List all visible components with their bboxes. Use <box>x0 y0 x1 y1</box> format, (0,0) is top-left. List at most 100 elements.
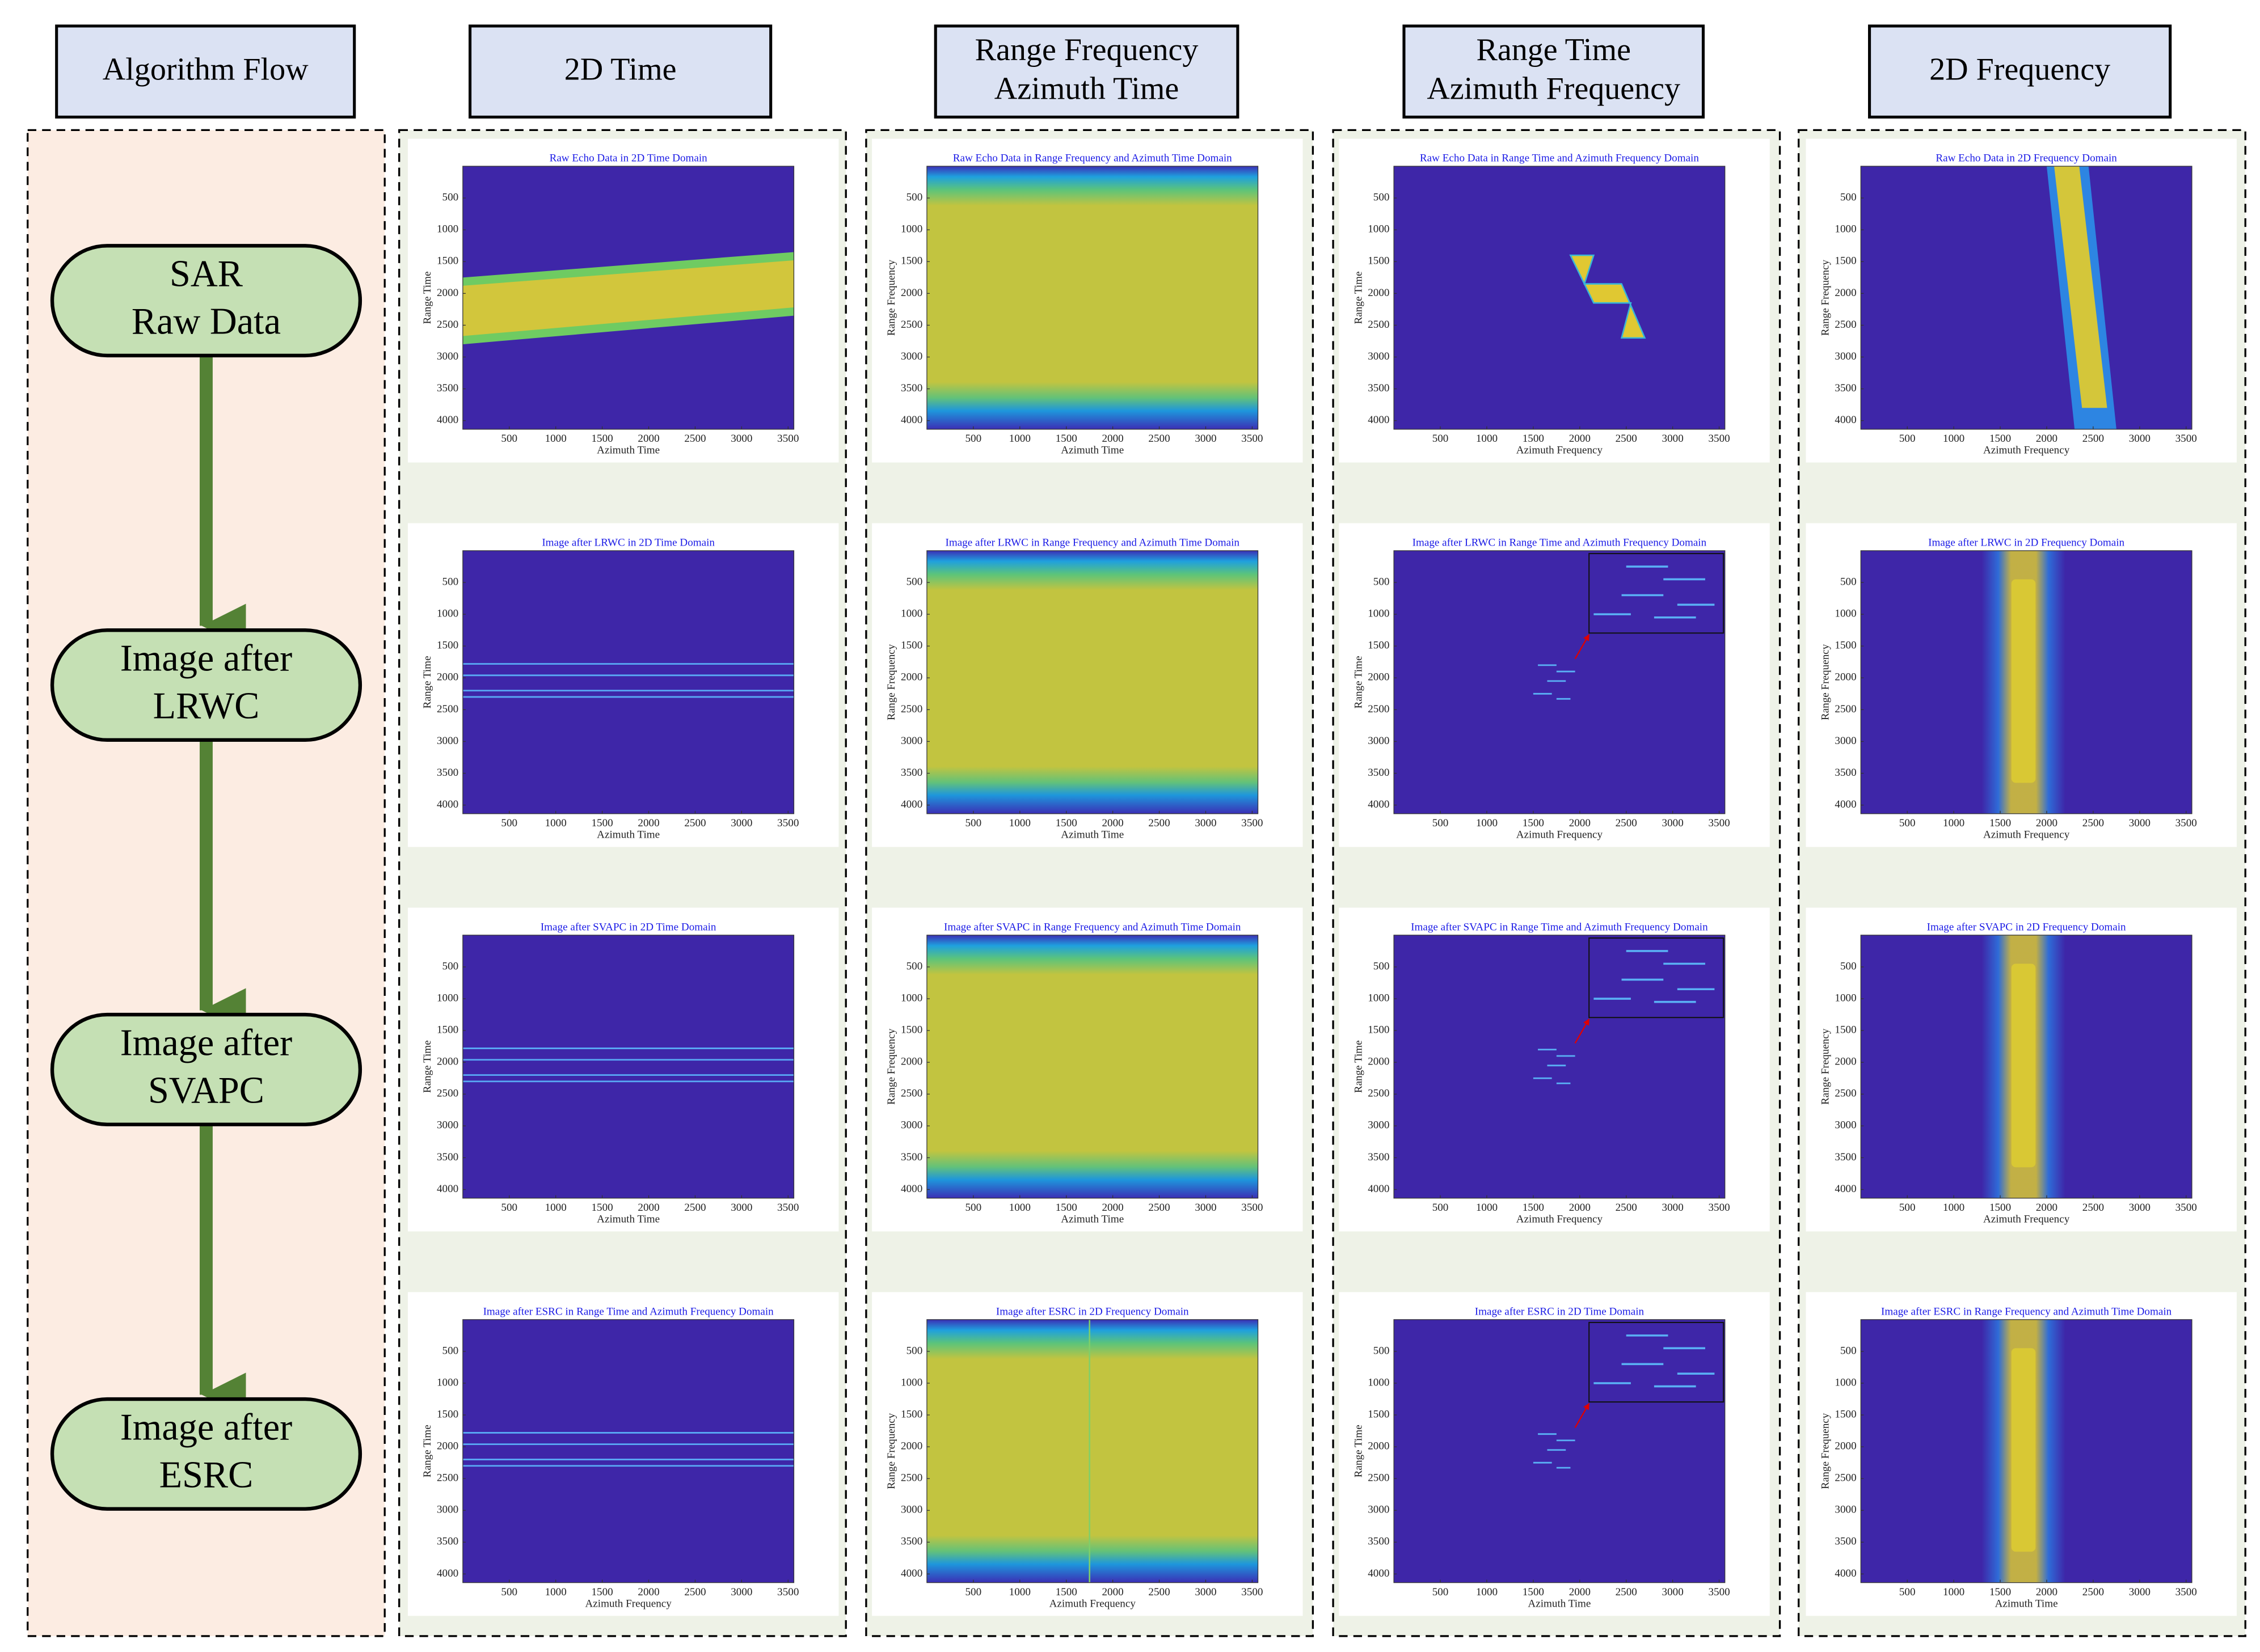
x-axis-label: Azimuth Time <box>597 1213 660 1225</box>
flow-node-text: SAR <box>170 253 243 295</box>
y-tick-label: 1000 <box>901 223 922 235</box>
y-tick-label: 2000 <box>437 287 458 299</box>
x-tick-label: 2000 <box>1102 817 1124 829</box>
plot-image <box>926 166 1258 429</box>
y-axis-label: Range Frequency <box>886 1413 897 1489</box>
plot-image <box>1861 166 2192 429</box>
y-axis-label: Range Time <box>421 1040 433 1093</box>
x-tick-label: 2500 <box>1616 1202 1637 1214</box>
x-tick-label: 1000 <box>545 433 567 445</box>
y-tick-label: 2500 <box>901 1472 922 1484</box>
y-tick-label: 4000 <box>1368 1568 1389 1579</box>
header-text: Range Time <box>1476 32 1631 67</box>
plot-image <box>1394 935 1725 1198</box>
y-tick-label: 1000 <box>1835 223 1856 235</box>
y-axis-label: Range Frequency <box>886 259 897 336</box>
y-tick-label: 3500 <box>1835 767 1856 779</box>
y-tick-label: 1000 <box>437 223 458 235</box>
x-tick-label: 500 <box>965 817 982 829</box>
x-tick-label: 2500 <box>684 817 706 829</box>
y-tick-label: 1500 <box>901 640 922 652</box>
x-tick-label: 3000 <box>2129 433 2151 445</box>
plot-image <box>926 551 1258 814</box>
y-tick-label: 1000 <box>437 992 458 1004</box>
y-tick-label: 500 <box>1840 960 1857 972</box>
plot-image <box>462 166 794 429</box>
x-tick-label: 3000 <box>2129 1202 2151 1214</box>
x-tick-label: 3000 <box>731 1202 752 1214</box>
y-tick-label: 2500 <box>1835 1472 1856 1484</box>
y-tick-label: 500 <box>906 576 923 588</box>
x-tick-label: 1000 <box>1476 1202 1498 1214</box>
header-text: Algorithm Flow <box>103 52 309 87</box>
y-tick-label: 3000 <box>901 1119 922 1131</box>
inset-box <box>1588 553 1724 634</box>
y-tick-label: 2500 <box>1835 1088 1856 1100</box>
plot-image <box>1861 1319 2192 1583</box>
y-tick-label: 1500 <box>437 255 458 267</box>
x-tick-label: 1500 <box>592 1586 613 1598</box>
panel-title: Image after LRWC in 2D Time Domain <box>542 537 715 549</box>
x-tick-label: 3500 <box>1708 1586 1730 1598</box>
y-axis-label: Range Frequency <box>1820 259 1832 336</box>
plot-feature <box>2011 964 2036 1168</box>
panel-title: Image after SVAPC in 2D Time Domain <box>541 922 716 933</box>
x-tick-label: 3000 <box>1662 433 1684 445</box>
flow-node-text: Image after <box>120 637 292 679</box>
y-tick-label: 3500 <box>901 382 922 394</box>
x-tick-label: 500 <box>1899 1202 1916 1214</box>
plot-feature <box>926 166 1258 429</box>
y-tick-label: 3500 <box>437 767 458 779</box>
y-tick-label: 500 <box>1373 576 1390 588</box>
x-tick-label: 2500 <box>2082 1202 2104 1214</box>
x-tick-label: 1000 <box>1476 817 1498 829</box>
y-tick-label: 1000 <box>1835 992 1856 1004</box>
x-tick-label: 2500 <box>1148 433 1170 445</box>
y-axis-label: Range Time <box>1352 1040 1364 1093</box>
y-tick-label: 4000 <box>1835 798 1856 810</box>
y-tick-label: 1000 <box>437 1376 458 1388</box>
x-tick-label: 3500 <box>2175 817 2197 829</box>
plot-image <box>1861 551 2192 814</box>
x-tick-label: 1500 <box>1989 433 2011 445</box>
y-tick-label: 2000 <box>437 1440 458 1452</box>
y-tick-label: 3500 <box>1368 382 1389 394</box>
y-tick-label: 3000 <box>901 350 922 362</box>
y-tick-label: 1500 <box>1835 1024 1856 1036</box>
plot-feature <box>926 1319 1258 1583</box>
x-tick-label: 500 <box>1432 817 1449 829</box>
y-tick-label: 3500 <box>1835 1151 1856 1163</box>
y-tick-label: 4000 <box>1368 1183 1389 1195</box>
x-tick-label: 3000 <box>1195 817 1216 829</box>
inset-arrow <box>1574 634 1590 660</box>
y-tick-label: 500 <box>1840 1345 1857 1357</box>
x-tick-label: 1500 <box>1056 1202 1077 1214</box>
y-tick-label: 2500 <box>1835 319 1856 331</box>
inset-box <box>1588 937 1724 1019</box>
x-tick-label: 1000 <box>1943 1586 1964 1598</box>
x-tick-label: 500 <box>965 1586 982 1598</box>
panel-title: Raw Echo Data in 2D Frequency Domain <box>1936 153 2117 164</box>
x-tick-label: 1500 <box>592 433 613 445</box>
x-tick-label: 2000 <box>638 817 659 829</box>
plot-image <box>462 935 794 1198</box>
inset-arrow <box>1574 1018 1590 1044</box>
y-tick-label: 4000 <box>437 1568 458 1579</box>
x-tick-label: 2000 <box>2036 817 2057 829</box>
y-tick-label: 2500 <box>437 319 458 331</box>
plot-frame <box>1860 1319 2192 1583</box>
x-tick-label: 3500 <box>2175 433 2197 445</box>
x-tick-label: 3000 <box>1195 433 1216 445</box>
y-tick-label: 2000 <box>1835 1440 1856 1452</box>
y-tick-label: 4000 <box>437 798 458 810</box>
x-tick-label: 1000 <box>1476 1586 1498 1598</box>
x-tick-label: 500 <box>1899 817 1916 829</box>
y-tick-label: 4000 <box>1835 1183 1856 1195</box>
y-tick-label: 3500 <box>437 382 458 394</box>
x-tick-label: 500 <box>1899 1586 1916 1598</box>
plot-frame <box>926 166 1259 430</box>
header-text: Azimuth Frequency <box>1427 71 1680 107</box>
x-tick-label: 1500 <box>1523 817 1544 829</box>
y-axis-label: Range Time <box>421 1425 433 1477</box>
